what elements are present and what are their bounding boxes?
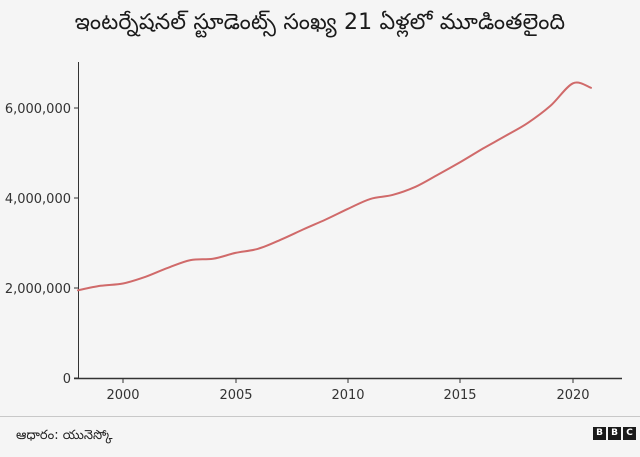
x-ticks: 2000 2005 2010 2015 2020 xyxy=(106,378,590,403)
footer-divider xyxy=(0,416,640,417)
bbc-logo: B B C xyxy=(593,427,636,440)
y-tick-label: 2,000,000 xyxy=(5,282,71,297)
y-tick-label: 6,000,000 xyxy=(5,102,71,117)
x-tick-label: 2010 xyxy=(331,388,364,403)
y-ticks: 6,000,000 4,000,000 2,000,000 0 xyxy=(5,102,78,387)
series-line xyxy=(77,81,592,292)
logo-letter: B xyxy=(593,427,606,440)
x-tick-label: 2015 xyxy=(443,388,476,403)
source-note: ఆధారం: యునెస్కో xyxy=(16,428,113,443)
y-tick-label: 4,000,000 xyxy=(5,192,71,207)
logo-letter: B xyxy=(608,427,621,440)
y-tick-label: 0 xyxy=(63,372,71,387)
x-tick-label: 2020 xyxy=(556,388,589,403)
x-tick-label: 2005 xyxy=(219,388,252,403)
line-chart: 6,000,000 4,000,000 2,000,000 0 2000 200… xyxy=(5,62,622,403)
chart-title: ఇంటర్నేషనల్ స్టూడెంట్స్ సంఖ్య 21 ఏళ్లలో … xyxy=(74,10,566,35)
x-tick-label: 2000 xyxy=(106,388,139,403)
logo-letter: C xyxy=(623,427,636,440)
